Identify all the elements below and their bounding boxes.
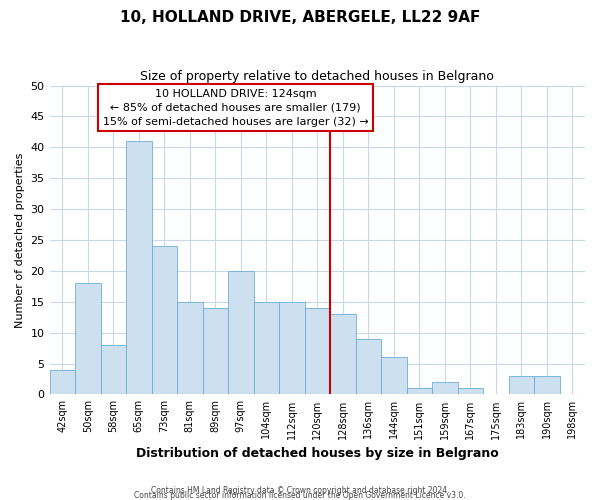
- Text: Contains HM Land Registry data © Crown copyright and database right 2024.: Contains HM Land Registry data © Crown c…: [151, 486, 449, 495]
- Text: 10 HOLLAND DRIVE: 124sqm
← 85% of detached houses are smaller (179)
15% of semi-: 10 HOLLAND DRIVE: 124sqm ← 85% of detach…: [103, 88, 368, 126]
- Bar: [203, 308, 228, 394]
- Bar: [432, 382, 458, 394]
- Bar: [458, 388, 483, 394]
- Bar: [101, 345, 126, 395]
- Bar: [126, 141, 152, 395]
- Bar: [177, 302, 203, 394]
- Bar: [407, 388, 432, 394]
- Bar: [254, 302, 279, 394]
- Bar: [509, 376, 534, 394]
- Bar: [152, 246, 177, 394]
- Bar: [50, 370, 75, 394]
- X-axis label: Distribution of detached houses by size in Belgrano: Distribution of detached houses by size …: [136, 447, 499, 460]
- Bar: [228, 271, 254, 394]
- Bar: [381, 358, 407, 395]
- Y-axis label: Number of detached properties: Number of detached properties: [15, 152, 25, 328]
- Bar: [75, 283, 101, 395]
- Text: Contains public sector information licensed under the Open Government Licence v3: Contains public sector information licen…: [134, 491, 466, 500]
- Bar: [356, 339, 381, 394]
- Title: Size of property relative to detached houses in Belgrano: Size of property relative to detached ho…: [140, 70, 494, 83]
- Bar: [330, 314, 356, 394]
- Bar: [279, 302, 305, 394]
- Bar: [534, 376, 560, 394]
- Bar: [305, 308, 330, 394]
- Text: 10, HOLLAND DRIVE, ABERGELE, LL22 9AF: 10, HOLLAND DRIVE, ABERGELE, LL22 9AF: [120, 10, 480, 25]
